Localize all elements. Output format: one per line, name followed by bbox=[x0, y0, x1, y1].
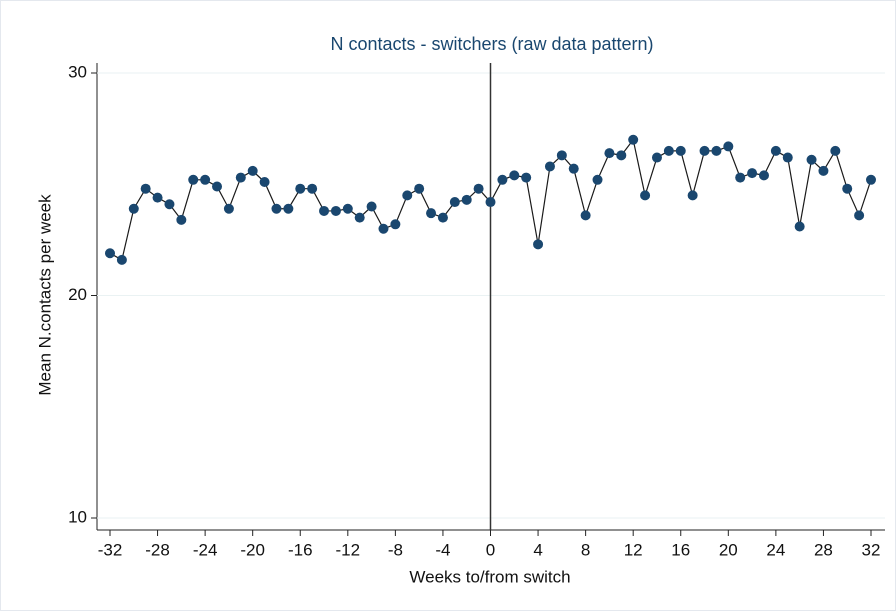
x-tick-label: 0 bbox=[486, 540, 495, 559]
point bbox=[426, 208, 437, 219]
point bbox=[640, 190, 651, 201]
x-tick-label: -32 bbox=[98, 540, 123, 559]
y-tick-label: 30 bbox=[68, 62, 87, 81]
x-tick-label: 12 bbox=[624, 540, 643, 559]
x-tick-label: -16 bbox=[288, 540, 313, 559]
point bbox=[711, 145, 722, 156]
x-tick-label: -4 bbox=[435, 540, 450, 559]
x-tick-label: -8 bbox=[388, 540, 403, 559]
point bbox=[675, 145, 686, 156]
point bbox=[461, 194, 472, 205]
point bbox=[568, 163, 579, 174]
point bbox=[651, 152, 662, 163]
point bbox=[378, 223, 389, 234]
point bbox=[556, 150, 567, 161]
point bbox=[663, 145, 674, 156]
point bbox=[402, 190, 413, 201]
point bbox=[259, 177, 270, 188]
point bbox=[830, 145, 841, 156]
x-tick-label: -28 bbox=[145, 540, 170, 559]
point bbox=[105, 248, 115, 259]
chart-title: N contacts - switchers (raw data pattern… bbox=[330, 34, 653, 54]
point bbox=[521, 172, 532, 183]
y-axis-label: Mean N.contacts per week bbox=[35, 194, 54, 396]
point bbox=[116, 254, 127, 265]
point bbox=[592, 174, 603, 185]
point bbox=[235, 172, 246, 183]
point bbox=[342, 203, 353, 214]
x-tick-label: -20 bbox=[240, 540, 265, 559]
point bbox=[188, 174, 199, 185]
point bbox=[580, 210, 591, 221]
point bbox=[164, 199, 175, 210]
point bbox=[140, 183, 151, 194]
x-tick-label: 8 bbox=[581, 540, 590, 559]
point bbox=[200, 174, 211, 185]
x-tick-label: -12 bbox=[336, 540, 361, 559]
x-tick-label: 32 bbox=[862, 540, 881, 559]
x-axis-label: Weeks to/from switch bbox=[409, 567, 570, 586]
x-tick-label: -24 bbox=[193, 540, 218, 559]
point bbox=[485, 197, 496, 208]
point bbox=[307, 183, 318, 194]
point bbox=[544, 161, 555, 172]
point bbox=[152, 192, 163, 203]
point bbox=[616, 150, 627, 161]
y-tick-label: 10 bbox=[68, 507, 87, 526]
x-tick-label: 24 bbox=[766, 540, 785, 559]
x-tick-label: 20 bbox=[719, 540, 738, 559]
point bbox=[533, 239, 544, 250]
point bbox=[176, 214, 187, 225]
x-tick-label: 16 bbox=[671, 540, 690, 559]
point bbox=[414, 183, 425, 194]
x-tick-label: 28 bbox=[814, 540, 833, 559]
point bbox=[770, 145, 781, 156]
point bbox=[699, 145, 710, 156]
point bbox=[128, 203, 139, 214]
point bbox=[295, 183, 306, 194]
point bbox=[723, 141, 734, 152]
point bbox=[437, 212, 448, 223]
point bbox=[794, 221, 805, 232]
point bbox=[818, 165, 829, 176]
point bbox=[223, 203, 234, 214]
point bbox=[842, 183, 853, 194]
point bbox=[283, 203, 294, 214]
point bbox=[212, 181, 223, 192]
point bbox=[330, 205, 341, 216]
point bbox=[497, 174, 508, 185]
point bbox=[735, 172, 746, 183]
point bbox=[604, 148, 615, 159]
point bbox=[366, 201, 377, 212]
point bbox=[271, 203, 282, 214]
point bbox=[687, 190, 698, 201]
point bbox=[854, 210, 865, 221]
point bbox=[354, 212, 365, 223]
point bbox=[866, 174, 876, 185]
point bbox=[806, 154, 817, 165]
point bbox=[319, 205, 330, 216]
point bbox=[747, 168, 758, 179]
point bbox=[473, 183, 484, 194]
point bbox=[782, 152, 793, 163]
x-tick-label: 4 bbox=[533, 540, 542, 559]
point bbox=[449, 197, 460, 208]
point bbox=[628, 134, 639, 145]
point bbox=[390, 219, 401, 230]
point bbox=[509, 170, 520, 181]
point bbox=[247, 165, 258, 176]
y-tick-label: 20 bbox=[68, 285, 87, 304]
point bbox=[758, 170, 769, 181]
